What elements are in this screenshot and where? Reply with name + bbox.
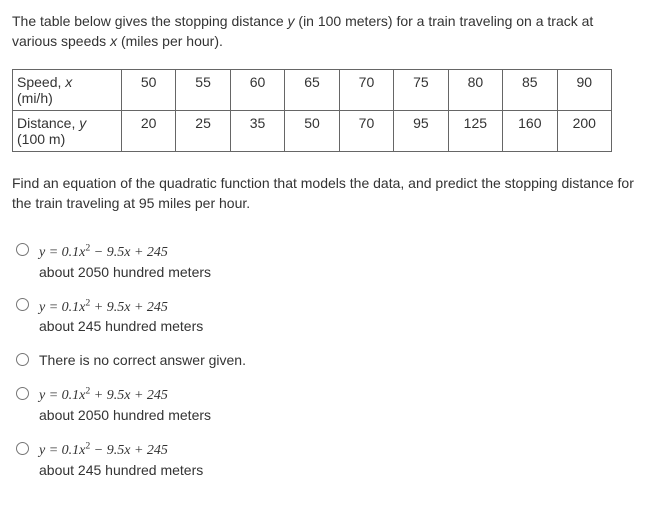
distance-cell: 125 (448, 111, 502, 152)
data-table: Speed, x (mi/h) 50 55 60 65 70 75 80 85 … (12, 69, 612, 152)
opt4-eq-suffix: + 9.5x + 245 (90, 388, 168, 403)
option-4-content: y = 0.1x2 + 9.5x + 245 about 2050 hundre… (39, 385, 211, 426)
option-5[interactable]: y = 0.1x2 − 9.5x + 245 about 245 hundred… (16, 440, 640, 481)
speed-cell: 60 (230, 70, 284, 111)
option-1-radio[interactable] (16, 243, 29, 256)
opt2-eq-prefix: y = 0.1x (39, 300, 85, 315)
speed-label-cell: Speed, x (mi/h) (13, 70, 122, 111)
opt4-eq-prefix: y = 0.1x (39, 388, 85, 403)
distance-cell: 70 (339, 111, 393, 152)
instruction-text: Find an equation of the quadratic functi… (12, 174, 640, 213)
intro-var-x: x (110, 33, 117, 49)
distance-label-unit: (100 m) (17, 131, 65, 147)
table-row-distance: Distance, y (100 m) 20 25 35 50 70 95 12… (13, 111, 612, 152)
distance-label-main: Distance, (17, 115, 79, 131)
opt5-answer: about 245 hundred meters (39, 462, 203, 478)
speed-cell: 80 (448, 70, 502, 111)
speed-cell: 90 (557, 70, 611, 111)
option-3[interactable]: There is no correct answer given. (16, 351, 640, 371)
speed-cell: 85 (503, 70, 557, 111)
distance-cell: 35 (230, 111, 284, 152)
speed-cell: 75 (394, 70, 448, 111)
intro-text-3: (miles per hour). (117, 33, 223, 49)
option-3-radio[interactable] (16, 353, 29, 366)
distance-cell: 20 (121, 111, 175, 152)
speed-cell: 70 (339, 70, 393, 111)
opt1-answer: about 2050 hundred meters (39, 264, 211, 280)
speed-label-main: Speed, (17, 74, 65, 90)
option-4[interactable]: y = 0.1x2 + 9.5x + 245 about 2050 hundre… (16, 385, 640, 426)
option-1-content: y = 0.1x2 − 9.5x + 245 about 2050 hundre… (39, 241, 211, 282)
distance-cell: 95 (394, 111, 448, 152)
distance-cell: 50 (285, 111, 339, 152)
opt3-text: There is no correct answer given. (39, 352, 246, 368)
option-3-content: There is no correct answer given. (39, 351, 246, 371)
opt4-answer: about 2050 hundred meters (39, 407, 211, 423)
intro-var-y: y (288, 13, 295, 29)
opt5-eq-prefix: y = 0.1x (39, 443, 85, 458)
opt1-eq-prefix: y = 0.1x (39, 245, 85, 260)
option-1[interactable]: y = 0.1x2 − 9.5x + 245 about 2050 hundre… (16, 241, 640, 282)
distance-label-var: y (79, 115, 86, 131)
distance-cell: 25 (176, 111, 230, 152)
distance-label-cell: Distance, y (100 m) (13, 111, 122, 152)
table-row-speed: Speed, x (mi/h) 50 55 60 65 70 75 80 85 … (13, 70, 612, 111)
opt5-eq-suffix: − 9.5x + 245 (90, 443, 168, 458)
distance-cell: 160 (503, 111, 557, 152)
speed-cell: 55 (176, 70, 230, 111)
opt2-answer: about 245 hundred meters (39, 318, 203, 334)
question-intro: The table below gives the stopping dista… (12, 12, 640, 51)
option-5-radio[interactable] (16, 442, 29, 455)
option-2-radio[interactable] (16, 298, 29, 311)
speed-cell: 50 (121, 70, 175, 111)
option-4-radio[interactable] (16, 387, 29, 400)
intro-text-1: The table below gives the stopping dista… (12, 13, 288, 29)
opt2-eq-suffix: + 9.5x + 245 (90, 300, 168, 315)
opt1-eq-suffix: − 9.5x + 245 (90, 245, 168, 260)
option-2[interactable]: y = 0.1x2 + 9.5x + 245 about 245 hundred… (16, 296, 640, 337)
distance-cell: 200 (557, 111, 611, 152)
option-2-content: y = 0.1x2 + 9.5x + 245 about 245 hundred… (39, 296, 203, 337)
speed-label-unit: (mi/h) (17, 90, 53, 106)
speed-cell: 65 (285, 70, 339, 111)
options-group: y = 0.1x2 − 9.5x + 245 about 2050 hundre… (12, 241, 640, 480)
option-5-content: y = 0.1x2 − 9.5x + 245 about 245 hundred… (39, 440, 203, 481)
speed-label-var: x (65, 74, 72, 90)
